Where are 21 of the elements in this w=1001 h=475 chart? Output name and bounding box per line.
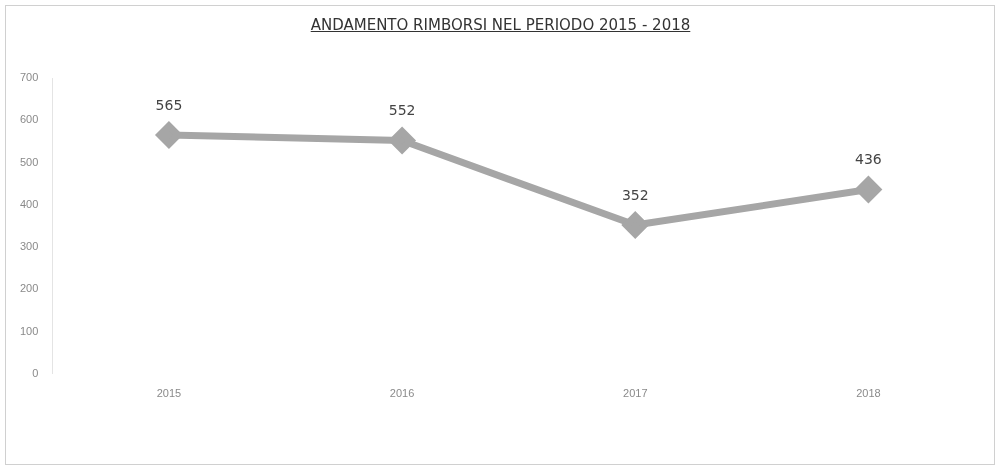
data-label: 436 [855,151,882,168]
point [855,177,881,203]
y-tick-label: 400 [19,197,39,210]
x-tick-label: 2017 [623,387,648,400]
point [156,122,182,148]
x-tick-label: 2015 [156,387,182,400]
y-tick-label: 700 [19,71,39,84]
y-tick-label: 200 [19,282,39,295]
x-tick-label: 2018 [856,387,881,400]
chart-title: ANDAMENTO RIMBORSI NEL PERIODO 2015 - 2018 [309,16,692,34]
y-tick-label: 500 [19,155,39,168]
y-tick-label: 300 [19,240,39,253]
data-label: 352 [621,186,649,203]
point [389,128,415,154]
x-tick-label: 2016 [389,387,415,400]
y-tick-label: 100 [19,324,39,337]
data-label: 565 [155,96,183,113]
data-label: 552 [388,102,416,119]
y-tick-label: 0 [32,366,39,379]
point [622,212,648,238]
y-tick-label: 600 [19,113,39,126]
